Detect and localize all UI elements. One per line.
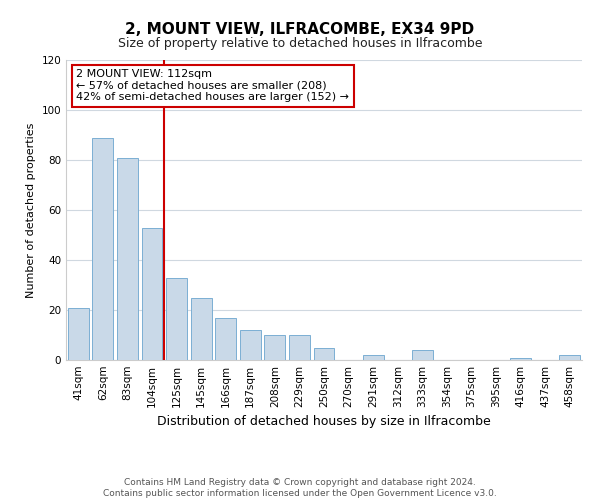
Y-axis label: Number of detached properties: Number of detached properties — [26, 122, 36, 298]
Text: 2, MOUNT VIEW, ILFRACOMBE, EX34 9PD: 2, MOUNT VIEW, ILFRACOMBE, EX34 9PD — [125, 22, 475, 38]
Bar — [166, 278, 187, 360]
Text: 2 MOUNT VIEW: 112sqm
← 57% of detached houses are smaller (208)
42% of semi-deta: 2 MOUNT VIEW: 112sqm ← 57% of detached h… — [76, 69, 349, 102]
Bar — [191, 298, 212, 360]
Bar — [240, 330, 261, 360]
Bar — [559, 355, 580, 360]
Bar — [92, 138, 113, 360]
Bar — [215, 318, 236, 360]
Bar — [289, 335, 310, 360]
Bar — [510, 358, 531, 360]
Bar — [68, 308, 89, 360]
X-axis label: Distribution of detached houses by size in Ilfracombe: Distribution of detached houses by size … — [157, 416, 491, 428]
Bar — [117, 158, 138, 360]
Text: Contains HM Land Registry data © Crown copyright and database right 2024.
Contai: Contains HM Land Registry data © Crown c… — [103, 478, 497, 498]
Bar — [412, 350, 433, 360]
Bar — [314, 348, 334, 360]
Bar — [142, 228, 163, 360]
Bar — [265, 335, 286, 360]
Text: Size of property relative to detached houses in Ilfracombe: Size of property relative to detached ho… — [118, 38, 482, 51]
Bar — [362, 355, 383, 360]
